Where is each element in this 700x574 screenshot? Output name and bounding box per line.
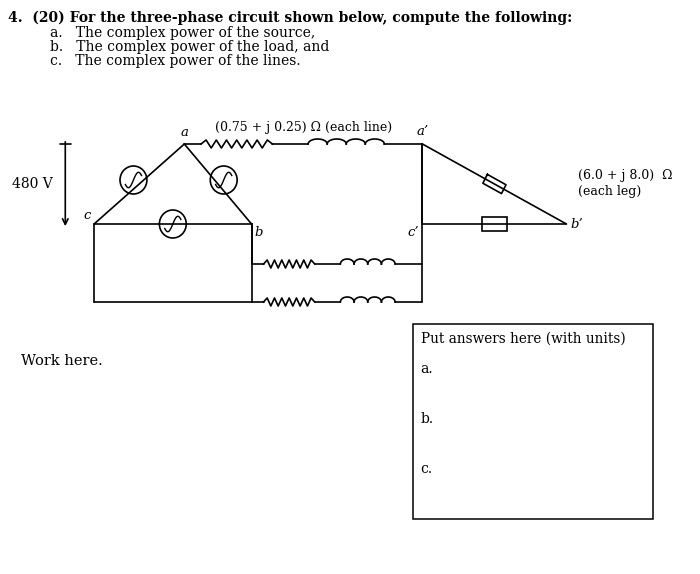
Bar [482,217,507,231]
Text: Put answers here (with units): Put answers here (with units) [421,332,625,346]
Text: Work here.: Work here. [21,354,103,368]
Text: c.   The complex power of the lines.: c. The complex power of the lines. [50,54,300,68]
Text: 4.  (20) For the three-phase circuit shown below, compute the following:: 4. (20) For the three-phase circuit show… [8,11,572,25]
Text: 480 V: 480 V [12,177,52,191]
Text: b.: b. [421,412,433,426]
Bar [413,324,653,519]
Text: (each leg): (each leg) [578,185,641,199]
Text: a.: a. [421,362,433,376]
Text: (0.75 + j 0.25) Ω (each line): (0.75 + j 0.25) Ω (each line) [215,121,392,134]
Text: a.   The complex power of the source,: a. The complex power of the source, [50,26,315,40]
Text: a’: a’ [416,125,428,138]
Text: b’: b’ [570,218,583,231]
Text: b.   The complex power of the load, and: b. The complex power of the load, and [50,40,329,54]
Text: (6.0 + j 8.0)  Ω: (6.0 + j 8.0) Ω [578,169,673,183]
Text: a: a [181,126,188,139]
Text: b: b [254,226,263,239]
Text: c: c [84,209,91,222]
Text: c’: c’ [407,226,419,239]
Text: c.: c. [421,462,433,476]
